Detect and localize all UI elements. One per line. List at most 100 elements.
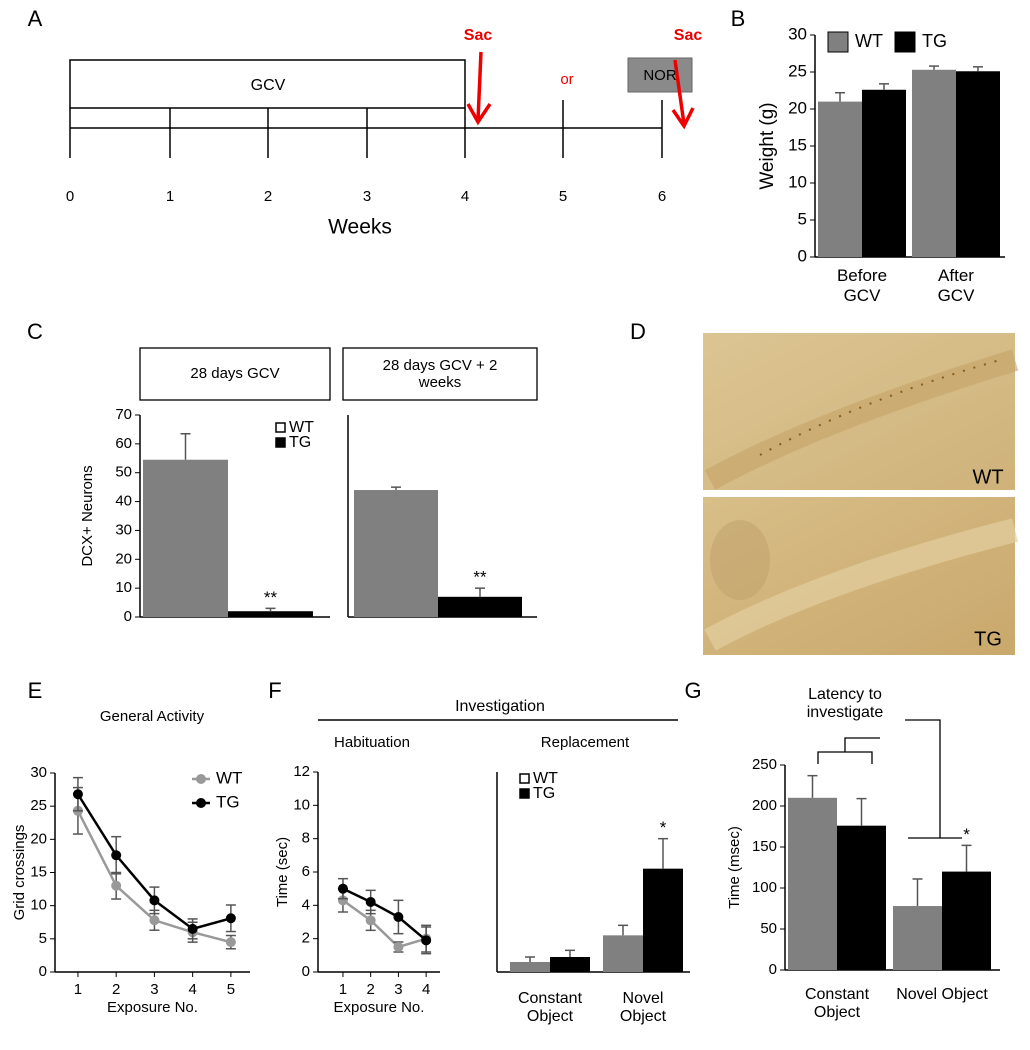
sac-label: Sac <box>464 27 493 44</box>
y-tick-label: 4 <box>302 896 310 913</box>
point <box>149 915 160 926</box>
bar <box>143 459 228 617</box>
point <box>393 912 404 922</box>
y-tick-label: 25 <box>30 797 47 814</box>
y-tick-label: 20 <box>788 98 807 117</box>
panel-label: E <box>28 678 43 703</box>
legend-swatch <box>275 422 286 433</box>
y-axis-label: DCX+ Neurons <box>79 465 96 566</box>
y-tick-label: 50 <box>115 464 132 481</box>
significance-bracket <box>817 719 962 839</box>
point <box>225 937 236 948</box>
significance-label: * <box>963 825 970 844</box>
panel-label: G <box>684 678 701 703</box>
y-tick-label: 10 <box>30 897 47 914</box>
y-tick-label: 0 <box>39 963 47 980</box>
y-tick-label: 30 <box>788 24 807 43</box>
week-label: 0 <box>66 188 74 205</box>
y-tick-label: 70 <box>115 406 132 423</box>
y-tick-label: 20 <box>30 830 47 847</box>
dcx-cells <box>759 359 1001 456</box>
line <box>342 899 427 949</box>
timeline-xlabel: Weeks <box>328 216 392 239</box>
gcv-label: GCV <box>251 77 286 94</box>
x-tick-label: 4 <box>188 981 196 998</box>
panel-label: B <box>731 6 746 31</box>
week-label: 5 <box>559 188 567 205</box>
x-tick-label: Constant Object <box>804 986 870 1022</box>
dentate-band <box>704 349 1019 490</box>
x-tick-label: 3 <box>150 981 158 998</box>
panel-label: F <box>268 678 281 703</box>
bar <box>788 797 837 970</box>
legend-label: TG <box>289 434 311 451</box>
legend-swatch <box>519 773 530 784</box>
y-tick-label: 15 <box>788 135 807 154</box>
point <box>111 850 122 861</box>
y-tick-label: 2 <box>302 930 310 947</box>
point <box>337 895 348 906</box>
chart-title: Replacement <box>541 734 630 751</box>
significance-label: ** <box>473 568 487 587</box>
panel-label: C <box>27 319 43 344</box>
point <box>365 897 376 907</box>
y-axis-label: Time (sec) <box>274 837 291 907</box>
bar <box>228 611 313 617</box>
week-label: 4 <box>461 188 469 205</box>
gcv-box <box>69 59 466 109</box>
point <box>111 880 122 891</box>
y-tick-label: 50 <box>760 920 777 937</box>
nor-label: NOR <box>643 67 677 84</box>
title-box <box>139 347 331 401</box>
point <box>225 913 236 924</box>
week-label: 6 <box>658 188 666 205</box>
x-tick-label: 5 <box>227 981 235 998</box>
chart-title: 28 days GCV + 2 weeks <box>382 356 498 391</box>
line <box>342 887 427 942</box>
y-tick-label: 10 <box>293 796 310 813</box>
y-tick-label: 100 <box>752 879 777 896</box>
y-tick-label: 5 <box>798 209 807 228</box>
timeline: GCV NOR or Sac Sac Weeks <box>69 27 702 239</box>
y-tick-label: 6 <box>302 863 310 880</box>
legend-swatch <box>827 31 849 53</box>
bar <box>603 935 643 972</box>
y-tick-label: 12 <box>293 763 310 780</box>
x-axis-label: Exposure No. <box>107 999 198 1016</box>
legend-label: TG <box>533 785 555 802</box>
legend-swatch <box>519 788 530 799</box>
x-tick-label: 1 <box>74 981 82 998</box>
y-tick-label: 10 <box>788 172 807 191</box>
x-tick-label: Before GCV <box>836 266 888 305</box>
point <box>149 895 160 906</box>
x-tick-label: Constant Object <box>517 990 583 1026</box>
x-tick-label: Novel Object <box>896 986 988 1003</box>
legend-label: WT <box>216 768 242 787</box>
legend-swatch <box>275 437 286 448</box>
or-label: or <box>560 71 573 88</box>
y-tick-label: 0 <box>798 246 807 265</box>
chart-title: 28 days GCV <box>190 365 280 383</box>
x-tick-label: 2 <box>112 981 120 998</box>
y-tick-label: 0 <box>124 608 132 625</box>
week-label: 2 <box>264 188 272 205</box>
y-tick-label: 10 <box>115 579 132 596</box>
chart-title: Habituation <box>334 734 410 751</box>
x-tick-label: 3 <box>394 981 402 998</box>
bar <box>550 957 590 972</box>
bar <box>893 906 942 970</box>
y-tick-label: 25 <box>788 61 807 80</box>
y-axis-label: Weight (g) <box>757 102 778 189</box>
y-axis-label: Grid crossings <box>11 825 28 921</box>
panel-label: A <box>28 6 43 31</box>
nor-box <box>627 57 693 93</box>
x-tick-label: Novel Object <box>619 990 667 1026</box>
legend-label: WT <box>533 770 558 787</box>
image-label: WT <box>972 466 1003 488</box>
title-box <box>342 347 538 401</box>
bar <box>862 89 906 257</box>
y-tick-label: 5 <box>39 930 47 947</box>
significance-label: ** <box>264 588 278 607</box>
point <box>72 789 83 800</box>
